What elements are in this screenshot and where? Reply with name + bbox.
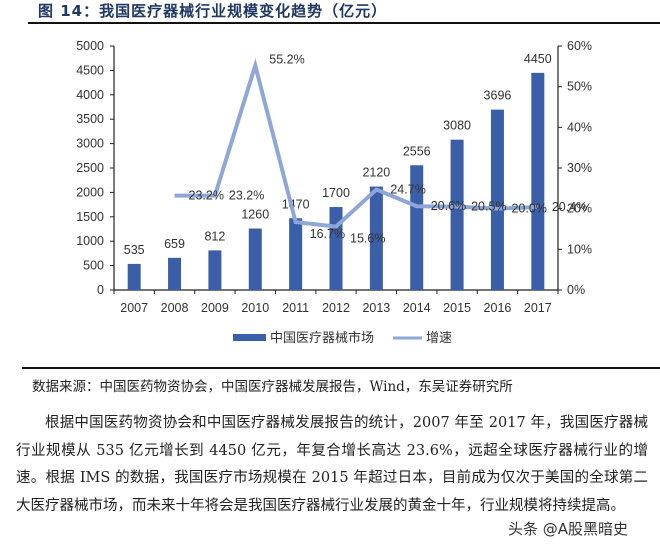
x-tick-label: 2015 [443,301,471,315]
bar [410,165,424,290]
top-rule [28,22,660,24]
bar-value-label: 4450 [524,52,552,66]
left-tick-label: 2000 [76,185,104,199]
bar-value-label: 812 [204,229,225,243]
x-tick-label: 2008 [161,301,189,315]
x-tick-label: 2009 [201,301,229,315]
growth-value-label: 24.7% [390,183,425,197]
x-tick-label: 2011 [282,301,309,315]
data-source: 数据来源：中国医药物资协会，中国医疗器械发展报告，Wind，东吴证券研究所 [32,379,513,395]
bar [531,72,545,290]
growth-value-label: 23.2% [189,189,224,203]
left-tick-label: 4000 [76,88,104,102]
x-tick-label: 2013 [362,301,390,315]
bar [490,109,504,291]
bar [208,250,222,290]
bar-value-label: 1700 [322,186,350,200]
right-tick-label: 40% [567,120,592,134]
combo-chart: 0 500 1000 1500 2000 2500 3000 3500 4000 4500 5000… [76,39,592,345]
bar [127,263,141,290]
right-tick-label: 50% [567,80,592,94]
growth-value-label: 55.2% [269,53,304,67]
x-tick-label: 2016 [484,301,512,315]
growth-value-label: 20.5% [471,200,506,214]
left-tick-label: 5000 [76,39,104,53]
x-tick-label: 2014 [403,301,431,315]
growth-value-label: 20.0% [511,202,546,216]
growth-value-label: 23.2% [229,189,264,203]
legend-bar-label: 中国医疗器械市场 [270,330,374,345]
right-tick-label: 0% [567,283,585,297]
bar-value-label: 535 [124,243,145,257]
growth-value-label: 20.4% [552,200,587,214]
left-tick-label: 3000 [76,137,104,151]
left-tick-label: 1000 [76,234,104,248]
legend-bar-swatch [233,334,266,341]
growth-value-label: 16.7% [310,227,345,241]
right-tick-label: 60% [567,39,592,53]
x-tick-label: 2007 [120,301,148,315]
growth-value-label: 15.6% [350,232,385,246]
legend-line-label: 增速 [426,330,452,345]
figure-title: 图 14：我国医疗器械行业规模变化趋势（亿元） [38,2,388,20]
bottom-rule [22,367,660,369]
right-tick-label: 20% [567,202,592,216]
bar [450,139,464,290]
left-tick-label: 0 [97,283,104,297]
chart: 0 500 1000 1500 2000 2500 3000 3500 4000 4500 5000… [0,26,660,366]
bar-value-label: 3080 [443,119,471,133]
left-tick-label: 1500 [76,210,104,224]
left-tick-label: 3500 [76,112,104,126]
left-tick-label: 4500 [76,63,104,77]
right-tick-label: 10% [567,242,592,256]
growth-value-label: 20.6% [431,199,466,213]
bar-value-label: 1260 [241,208,269,222]
body-paragraph: 根据中国医药物资协会和中国医疗器械发展报告的统计，2007 年至 2017 年，… [16,415,648,514]
bar-value-label: 659 [164,237,185,251]
bar [329,207,343,290]
x-tick-label: 2012 [322,301,350,315]
bar [369,186,383,290]
right-tick-label: 30% [567,161,592,175]
bar-value-label: 2556 [403,144,431,158]
watermark: 头条 @A股黑暗史 [508,520,629,538]
growth-line [174,58,538,229]
left-tick-label: 2500 [76,161,104,175]
left-tick-label: 500 [83,259,104,273]
bar-value-label: 2120 [362,166,390,180]
bar-value-label: 1470 [282,197,310,211]
bar [248,228,262,290]
x-tick-label: 2017 [524,301,552,315]
bar [289,218,303,290]
bar-value-label: 3696 [484,89,512,103]
bar [168,257,182,290]
x-tick-label: 2010 [241,301,269,315]
